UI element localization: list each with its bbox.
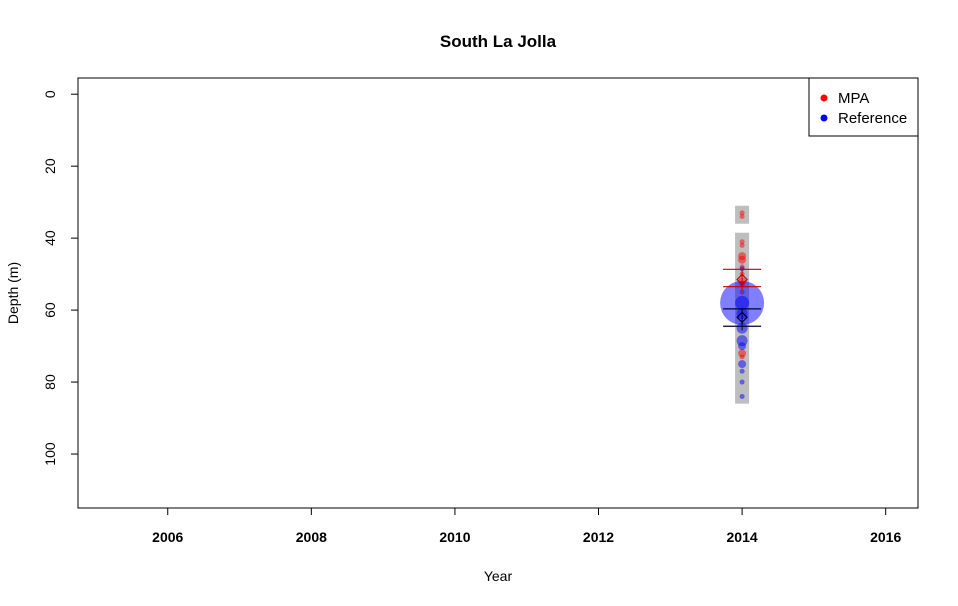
legend-box (808, 77, 919, 137)
legend-mpa-label: MPA (838, 90, 869, 107)
y-tick-label: 40 (42, 230, 58, 246)
data-point-layer (720, 210, 765, 399)
mpa-data-point (739, 239, 745, 245)
x-tick-label: 2008 (296, 529, 327, 545)
x-tick-label: 2010 (439, 529, 470, 545)
mpa-data-point (739, 242, 745, 248)
chart-title: South La Jolla (440, 32, 557, 51)
y-tick-label: 0 (42, 90, 58, 98)
x-tick-label: 2012 (583, 529, 614, 545)
legend-mpa-marker (820, 94, 828, 102)
mpa-data-point (739, 210, 745, 216)
x-tick-label: 2016 (870, 529, 901, 545)
y-axis-label: Depth (m) (5, 262, 21, 324)
reference-data-point (739, 379, 745, 385)
y-tick-label: 60 (42, 302, 58, 318)
mpa-data-point (738, 349, 747, 358)
mean-marker-layer (723, 268, 762, 331)
reference-mean-marker (736, 311, 748, 324)
mpa-data-point (738, 255, 747, 264)
plot-frame (77, 77, 919, 509)
mpa-mean-marker (736, 273, 748, 286)
legend-reference-label: Reference (838, 110, 907, 127)
legend-reference-marker (820, 114, 828, 122)
y-tick-label: 80 (42, 374, 58, 390)
mpa-data-point (739, 214, 745, 220)
mpa-data-point (739, 354, 745, 360)
reference-data-point (735, 295, 750, 310)
reference-data-point (739, 368, 745, 374)
x-tick-label: 2014 (727, 529, 758, 545)
x-tick-label: 2006 (152, 529, 183, 545)
x-axis-label: Year (484, 568, 513, 584)
legend: MPA Reference (808, 77, 919, 137)
reference-data-point (739, 393, 745, 399)
y-tick-label: 20 (42, 158, 58, 174)
y-tick-label: 100 (42, 442, 58, 466)
x-axis: 2006 2008 2010 2012 2014 2016 (152, 507, 901, 545)
reference-data-point (738, 360, 747, 369)
y-axis: 0 20 40 60 80 100 (42, 90, 79, 466)
reference-data-point (738, 342, 747, 351)
